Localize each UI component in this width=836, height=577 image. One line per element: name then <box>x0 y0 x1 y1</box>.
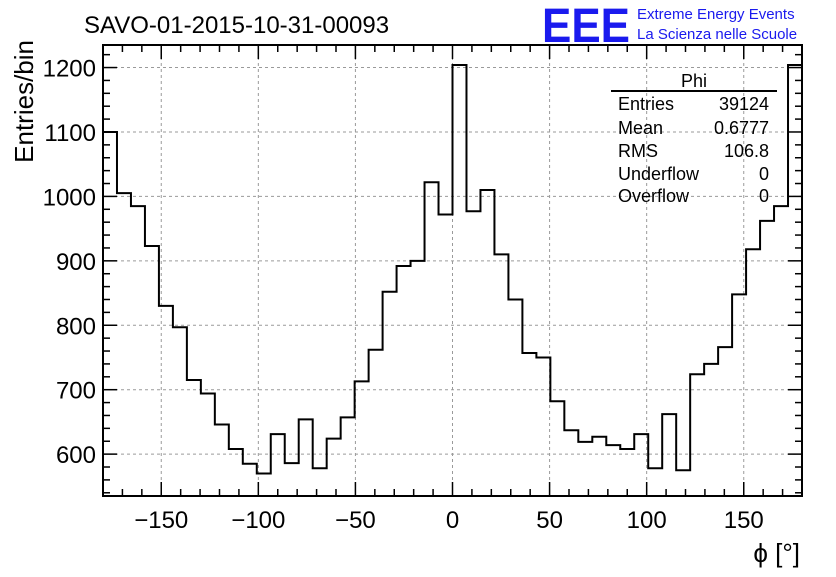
x-tick-label: 0 <box>446 507 459 534</box>
y-tick-label: 600 <box>56 442 96 469</box>
stats-value-entries: 39124 <box>719 94 769 114</box>
y-tick-labels: 600 700 800 900 1000 1100 1200 <box>43 56 96 470</box>
stats-value-overflow: 0 <box>759 186 769 206</box>
x-tick-label: 100 <box>627 507 667 534</box>
y-tick-label: 700 <box>56 378 96 405</box>
x-tick-label: 50 <box>536 507 563 534</box>
x-tick-labels: −150 −100 −50 0 50 100 150 <box>134 507 764 534</box>
y-tick-label: 1200 <box>43 56 96 83</box>
x-tick-label: 150 <box>724 507 764 534</box>
y-axis-title: Entries/bin <box>9 40 39 163</box>
chart-title: SAVO-01-2015-10-31-00093 <box>84 12 389 39</box>
stats-box-title: Phi <box>681 71 707 91</box>
logo-line-2: La Scienza nelle Scuole <box>637 26 797 43</box>
stats-label-overflow: Overflow <box>618 186 690 206</box>
stats-value-underflow: 0 <box>759 164 769 184</box>
axis-ticks <box>102 45 803 496</box>
stats-label-rms: RMS <box>618 141 658 161</box>
histogram-line <box>102 63 803 496</box>
stats-value-mean: 0.6777 <box>714 118 769 138</box>
logo-mark: EEE <box>542 0 630 53</box>
stats-label-mean: Mean <box>618 118 663 138</box>
stats-label-entries: Entries <box>618 94 674 114</box>
stats-label-underflow: Underflow <box>618 164 700 184</box>
x-tick-label: −50 <box>335 507 376 534</box>
x-axis-title: ϕ [°] <box>753 538 800 568</box>
eee-logo: EEE Extreme Energy Events La Scienza nel… <box>542 0 797 53</box>
y-tick-label: 1000 <box>43 184 96 211</box>
logo-line-1: Extreme Energy Events <box>637 6 795 23</box>
x-tick-label: −150 <box>134 507 188 534</box>
y-tick-label: 900 <box>56 249 96 276</box>
y-tick-label: 1100 <box>44 120 96 147</box>
x-tick-label: −100 <box>231 507 285 534</box>
stats-box: Phi Entries 39124 Mean 0.6777 RMS 106.8 … <box>611 71 777 206</box>
stats-value-rms: 106.8 <box>724 141 769 161</box>
y-tick-label: 800 <box>56 313 96 340</box>
